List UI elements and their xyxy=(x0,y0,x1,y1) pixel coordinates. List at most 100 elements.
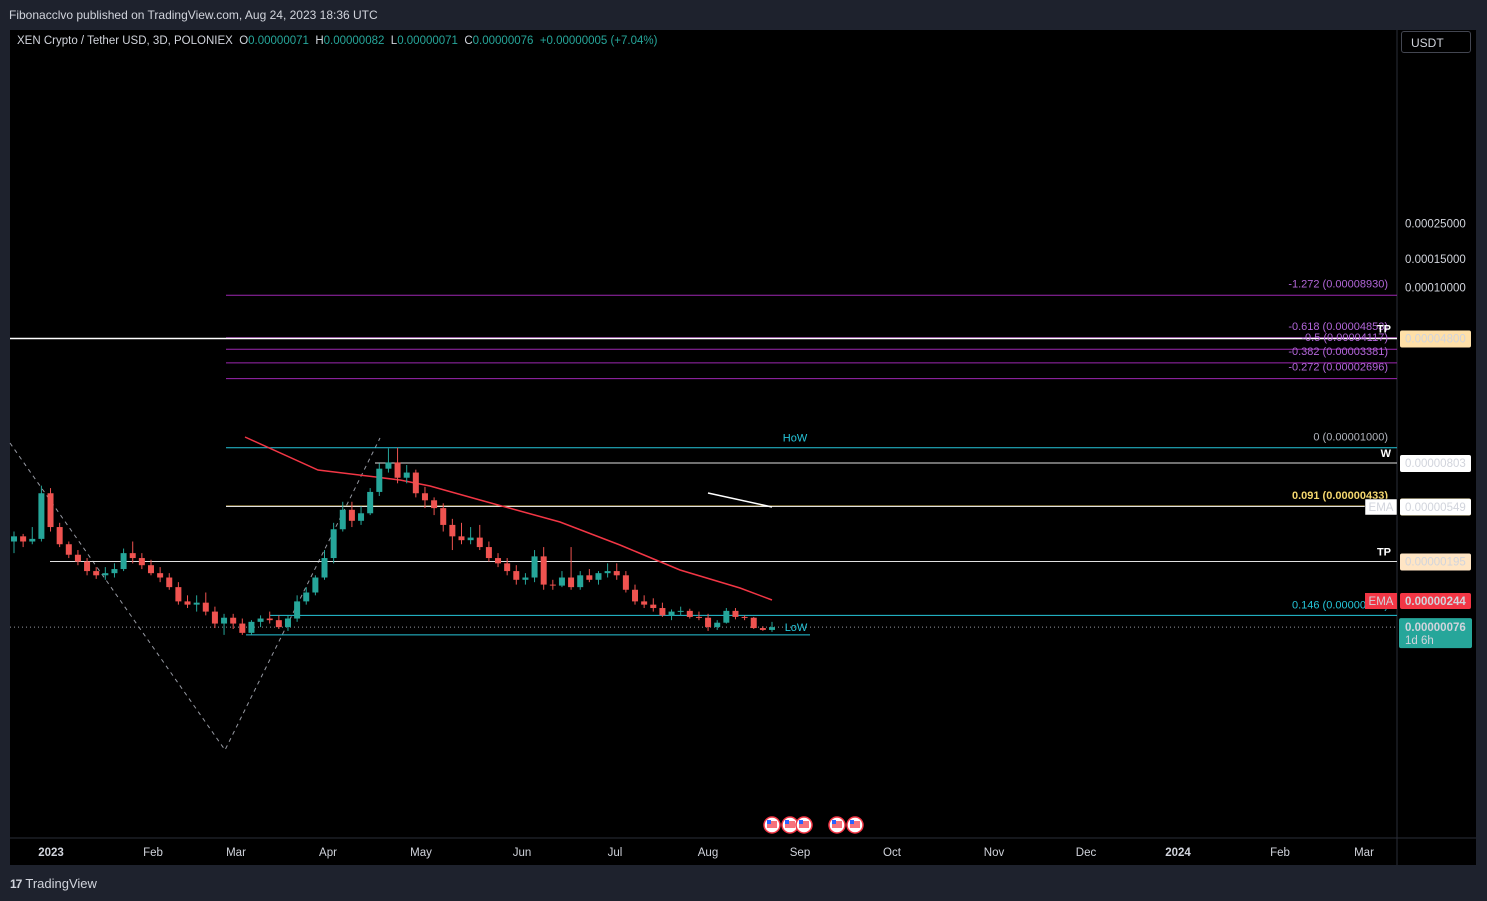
candle-body xyxy=(421,493,428,501)
candle-body xyxy=(93,571,100,576)
close-value: 0.00000076 xyxy=(472,35,534,47)
ema-value-bg xyxy=(1400,593,1471,609)
candle xyxy=(11,531,17,554)
candle xyxy=(303,587,310,605)
economic-event-icon xyxy=(846,816,864,834)
last-price-label: 0.00000076 xyxy=(1405,622,1466,634)
candle-body xyxy=(750,617,757,629)
candle-body xyxy=(74,554,81,562)
candle xyxy=(568,547,575,590)
candle xyxy=(312,575,319,596)
candle xyxy=(266,611,273,624)
candle-body xyxy=(239,623,246,633)
candle xyxy=(531,550,538,583)
candle xyxy=(65,541,72,559)
candle-body xyxy=(604,571,611,574)
candle-body xyxy=(741,616,748,618)
price-chart[interactable]: 0.00025000 0.00015000 0.00010000 2023 Feb Mar… xyxy=(0,0,1487,866)
candle-body xyxy=(65,544,72,555)
countdown-label: 1d 6h xyxy=(1405,635,1434,647)
candle xyxy=(239,618,246,635)
economic-event-icon xyxy=(795,816,813,834)
tv-logo-icon: 17 xyxy=(10,876,22,891)
candle xyxy=(714,620,721,630)
candle xyxy=(20,533,27,548)
tradingview-logo[interactable]: 17 TradingView xyxy=(10,876,97,891)
candle xyxy=(558,571,565,588)
candle-body xyxy=(56,527,63,545)
candle xyxy=(705,613,712,631)
event-icon-stripes xyxy=(785,821,795,828)
event-icon-canton xyxy=(799,820,803,824)
candle-body xyxy=(157,573,164,578)
candle xyxy=(476,524,483,551)
candle xyxy=(358,506,365,525)
candle xyxy=(759,626,766,631)
candle xyxy=(549,579,556,590)
range-tag-label: HoW xyxy=(783,433,808,445)
candle xyxy=(84,558,91,576)
high-label: H xyxy=(315,35,324,47)
low-label: L xyxy=(390,35,398,47)
candle-body xyxy=(467,537,474,541)
candle xyxy=(157,567,164,583)
open-label: O xyxy=(239,35,249,47)
candle xyxy=(440,503,447,532)
change-value: +0.00000005 (+7.04%) xyxy=(539,35,658,47)
candle-body xyxy=(412,472,419,494)
labels-layer: -1.272 (0.00008930)-0.618 (0.00004853)-0… xyxy=(763,278,1472,834)
candle-body xyxy=(29,538,36,542)
candle xyxy=(257,615,264,628)
candle xyxy=(275,615,282,629)
low-value: 0.00000071 xyxy=(397,35,458,47)
candle-body xyxy=(284,618,291,628)
candle xyxy=(330,522,337,564)
range-level-label: 0.091 (0.00000433) xyxy=(1292,490,1388,502)
ema-name-bg xyxy=(1365,593,1397,609)
range-tag-label: LoW xyxy=(785,622,808,634)
candle-body xyxy=(513,571,520,580)
event-icon-canton xyxy=(785,820,789,824)
candle-body xyxy=(147,565,154,574)
level-tag: TP xyxy=(1377,547,1391,559)
candle-body xyxy=(449,524,456,537)
candle-body xyxy=(458,536,465,541)
ema-name-bg xyxy=(1364,498,1398,516)
candle xyxy=(376,463,383,496)
candle-body xyxy=(211,611,218,624)
candle-body xyxy=(358,513,365,521)
range-level-label: 0.146 (0.00000090) xyxy=(1292,599,1388,611)
candles-layer xyxy=(11,447,775,635)
price-level-tag: 0.00004800 xyxy=(1405,334,1466,346)
candle xyxy=(741,615,748,621)
candle-body xyxy=(659,608,666,616)
candle-body xyxy=(558,577,565,586)
candle xyxy=(604,563,611,578)
candle xyxy=(467,527,474,545)
symbol-legend: XEN Crypto / Tether USD, 3D, POLONIEX O 0… xyxy=(17,35,657,47)
candle xyxy=(294,595,301,622)
candle xyxy=(695,611,702,621)
event-icon-stripes xyxy=(832,821,842,828)
fib-level-label: -0.272 (0.00002696) xyxy=(1288,362,1388,374)
time-tick-label: Apr xyxy=(319,847,337,859)
currency-button[interactable]: USDT xyxy=(1401,31,1471,53)
candle xyxy=(431,497,438,516)
close-label: C xyxy=(464,35,473,47)
candle-body xyxy=(577,575,584,588)
symbol-name[interactable]: XEN Crypto / Tether USD, 3D, POLONIEX xyxy=(17,35,233,47)
candle xyxy=(412,469,419,498)
candle xyxy=(111,563,118,578)
level-tag: TP xyxy=(1377,324,1391,336)
fib-level-label: -1.272 (0.00008930) xyxy=(1288,278,1388,290)
candle xyxy=(732,608,739,620)
candle xyxy=(659,602,666,617)
candle-body xyxy=(723,610,730,623)
time-tick-label: Dec xyxy=(1076,847,1097,859)
candle xyxy=(769,621,775,632)
candle xyxy=(284,615,291,631)
candle-body xyxy=(20,536,27,542)
candle xyxy=(248,620,255,635)
candle-body xyxy=(677,610,684,612)
candle-body xyxy=(330,529,337,559)
